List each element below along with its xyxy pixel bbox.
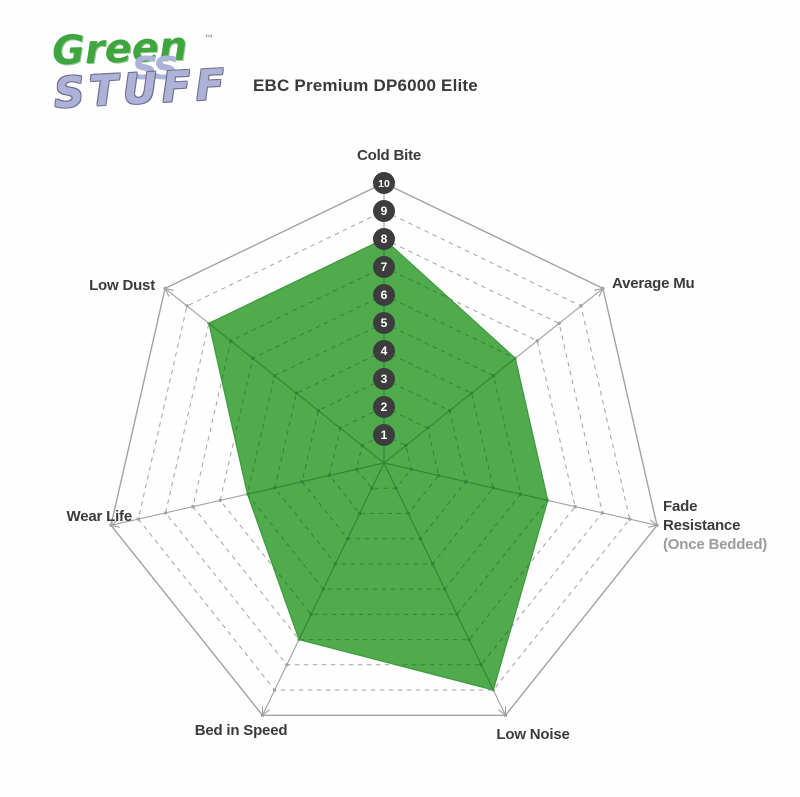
scale-marker-number: 2 — [381, 400, 388, 414]
scale-marker-number: 7 — [381, 260, 388, 274]
radar-polygon-outline — [208, 238, 549, 691]
scale-marker — [373, 368, 395, 390]
scale-marker — [373, 312, 395, 334]
scale-marker-number: 1 — [381, 428, 388, 442]
scale-marker-number: 4 — [381, 344, 388, 358]
scale-marker — [373, 284, 395, 306]
scale-marker-number: 6 — [381, 288, 388, 302]
scale-marker-number: 10 — [378, 178, 390, 190]
scale-marker — [373, 340, 395, 362]
scale-marker-number: 8 — [381, 232, 388, 246]
scale-marker — [373, 256, 395, 278]
scale-marker — [373, 200, 395, 222]
axis-label-average-mu: Average Mu — [612, 275, 695, 292]
scale-marker — [373, 172, 395, 194]
scale-marker-number: 3 — [381, 372, 388, 386]
axis-label-cold-bite: Cold Bite — [356, 147, 422, 164]
scale-marker — [373, 228, 395, 250]
trademark-symbol: ™ — [204, 34, 214, 45]
axis-label-low-noise: Low Noise — [496, 726, 570, 743]
axis-label-bed-in-speed: Bed in Speed — [194, 722, 288, 739]
logo-word-ss: ss — [132, 40, 178, 89]
axis-label-wear-life: Wear Life — [66, 508, 133, 525]
axis-label-text: Fade Resistance — [663, 498, 741, 534]
scale-markers: 1 2 3 4 5 6 7 8 9 10 — [373, 172, 395, 446]
scale-marker-number: 5 — [381, 316, 388, 330]
scale-marker — [373, 396, 395, 418]
scale-marker — [373, 424, 395, 446]
axis-sublabel-text: (Once Bedded) — [663, 536, 768, 553]
axis-label-fade-resistance: Fade Resistance (Once Bedded) — [663, 497, 768, 554]
scale-marker-number: 9 — [381, 204, 388, 218]
logo-word-stuff: STUFF — [52, 59, 231, 118]
chart-title: EBC Premium DP6000 Elite — [253, 76, 478, 95]
axis-label-low-dust: Low Dust — [89, 277, 155, 294]
greenstuff-logo: Green ss ™ STUFF — [28, 12, 238, 140]
